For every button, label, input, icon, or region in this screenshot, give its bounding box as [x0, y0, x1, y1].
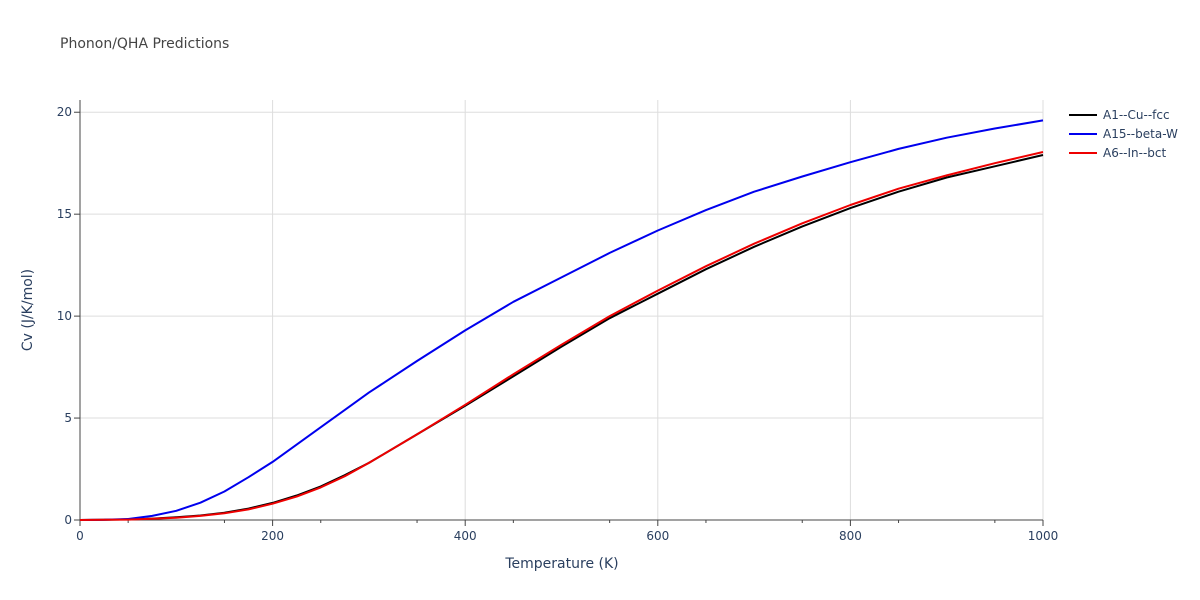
x-tick-label: 1000: [1028, 529, 1059, 543]
y-tick-label: 20: [57, 105, 72, 119]
x-tick-label: 200: [261, 529, 284, 543]
x-tick-label: 800: [839, 529, 862, 543]
legend-label: A1--Cu--fcc: [1103, 108, 1170, 122]
legend-item-0[interactable]: A1--Cu--fcc: [1069, 108, 1170, 122]
y-tick-label: 15: [57, 207, 72, 221]
x-axis-title: Temperature (K): [504, 556, 618, 572]
chart-title: Phonon/QHA Predictions: [60, 36, 230, 52]
legend-item-2[interactable]: A6--In--bct: [1069, 146, 1167, 160]
series-line-0: [79, 154, 1044, 521]
y-axis-title: Cv (J/K/mol): [20, 269, 36, 351]
legend-label: A6--In--bct: [1103, 146, 1167, 160]
series-lines: [79, 119, 1044, 521]
axes: 0 200 400 600 800 1000 0 5 10 15 20: [57, 100, 1059, 543]
y-tick-label: 10: [57, 309, 72, 323]
series-line-1: [79, 119, 1044, 521]
x-tick-label: 600: [646, 529, 669, 543]
y-tick-label: 5: [64, 411, 72, 425]
x-tick-label: 0: [76, 529, 84, 543]
x-tick-label: 400: [454, 529, 477, 543]
legend-item-1[interactable]: A15--beta-W: [1069, 127, 1178, 141]
legend[interactable]: A1--Cu--fcc A15--beta-W A6--In--bct: [1069, 108, 1178, 160]
series-line-2: [79, 151, 1044, 521]
grid: [80, 100, 1044, 520]
y-tick-label: 0: [64, 513, 72, 527]
legend-label: A15--beta-W: [1103, 127, 1178, 141]
